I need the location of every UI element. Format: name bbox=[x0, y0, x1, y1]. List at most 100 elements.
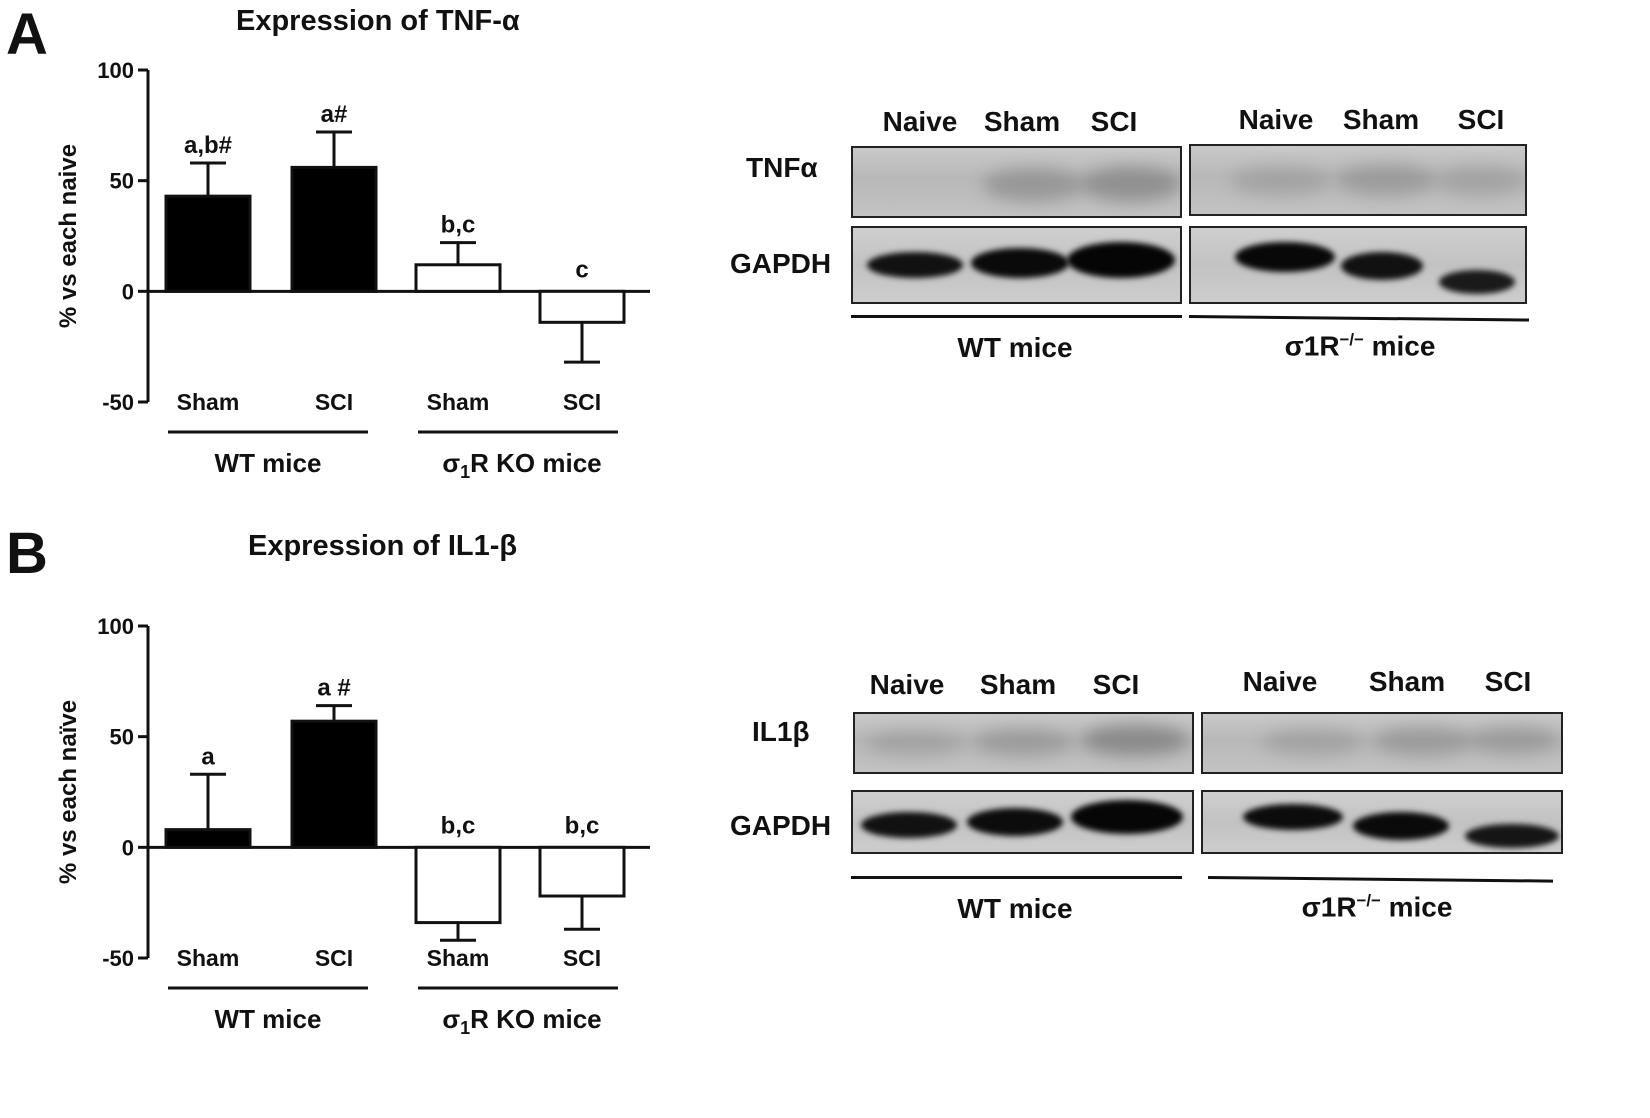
band bbox=[1071, 800, 1183, 834]
il1b-band-strip-ko bbox=[1201, 712, 1563, 774]
bar-chart-a: 100 50 0 -50 % vs each naive a,b# Sham a# SCI b,c… bbox=[55, 58, 650, 482]
group-label-wt-a: WT mice bbox=[957, 332, 1073, 363]
tnf-band-strip-ko bbox=[1189, 144, 1527, 216]
ko-label-sup: −/− bbox=[1339, 330, 1364, 349]
band bbox=[1341, 252, 1423, 280]
bar bbox=[538, 845, 626, 898]
y-tick-label: 100 bbox=[97, 58, 134, 83]
group-underline-ko-b bbox=[1207, 876, 1553, 883]
group-label: σ1R KO mice bbox=[442, 1004, 601, 1038]
y-tick-label: 0 bbox=[122, 279, 134, 304]
lane-label-wt-naive: Naive bbox=[869, 669, 945, 700]
lane-label-wt-naive: Naive bbox=[882, 106, 958, 137]
band bbox=[1465, 824, 1559, 848]
lane-label-ko-sci: SCI bbox=[1457, 104, 1505, 135]
band bbox=[867, 252, 963, 278]
lane-label-ko-sham: Sham bbox=[1342, 104, 1420, 135]
ko-label-text: σ1R bbox=[1284, 330, 1340, 362]
lane-label-ko-naive: Naive bbox=[1238, 104, 1314, 135]
x-tick-label: SCI bbox=[315, 389, 353, 415]
protein-label-il1b: IL1β bbox=[752, 716, 810, 747]
lane-label-ko-naive: Naive bbox=[1242, 666, 1318, 697]
group-label-wt-b: WT mice bbox=[957, 893, 1073, 924]
x-tick-label: Sham bbox=[427, 389, 490, 415]
gapdh-band-strip-ko-a bbox=[1189, 226, 1527, 304]
lane-label-wt-sci: SCI bbox=[1090, 106, 1138, 137]
bar bbox=[414, 263, 502, 293]
gapdh-band-strip-ko-b bbox=[1201, 790, 1563, 854]
panel-letter-a: A bbox=[6, 2, 48, 67]
ko-label-post: mice bbox=[1380, 891, 1453, 923]
bar-chart-b: 100 50 0 -50 % vs each naïve a Sham a # SCI b,c Sh… bbox=[55, 614, 650, 1038]
x-tick-label: Sham bbox=[177, 389, 240, 415]
data-label: b,c bbox=[565, 812, 600, 839]
ko-label-text: σ1R bbox=[1301, 891, 1357, 923]
band bbox=[1373, 726, 1473, 756]
y-tick-label: 0 bbox=[122, 835, 134, 860]
gapdh-band-strip-wt-a bbox=[851, 226, 1182, 304]
bar bbox=[290, 165, 378, 293]
band bbox=[1081, 724, 1189, 756]
bar bbox=[538, 289, 626, 324]
y-axis-label: % vs each naive bbox=[55, 144, 82, 328]
il1b-band-strip-wt bbox=[853, 712, 1194, 774]
band bbox=[967, 808, 1063, 836]
gapdh-band-strip-wt-b bbox=[851, 790, 1194, 854]
band bbox=[861, 812, 957, 838]
tnf-band-strip-wt bbox=[851, 146, 1182, 218]
y-tick-label: 100 bbox=[97, 614, 134, 639]
x-tick-label: SCI bbox=[315, 945, 353, 971]
band bbox=[1469, 726, 1559, 754]
bar bbox=[290, 719, 378, 849]
band bbox=[971, 248, 1069, 278]
lane-label-wt-sham: Sham bbox=[979, 669, 1057, 700]
band bbox=[1353, 812, 1449, 840]
panel-letter-b: B bbox=[6, 521, 48, 586]
band bbox=[1436, 166, 1525, 196]
lane-label-ko-sham: Sham bbox=[1368, 666, 1446, 697]
band bbox=[983, 168, 1083, 202]
chart-title-b: Expression of IL1-β bbox=[248, 530, 518, 562]
data-label: b,c bbox=[441, 212, 476, 239]
control-label-gapdh-a: GAPDH bbox=[730, 248, 832, 279]
data-label: c bbox=[575, 256, 588, 283]
western-blot-a: Naive Sham SCI Naive Sham SCI TNFα GAPDH… bbox=[730, 104, 1529, 363]
y-tick-label: 50 bbox=[110, 725, 134, 750]
band bbox=[865, 730, 965, 756]
group-label: σ1R KO mice bbox=[442, 448, 601, 482]
band bbox=[1263, 728, 1363, 756]
band bbox=[1081, 166, 1180, 202]
bar bbox=[414, 845, 502, 925]
data-label: a # bbox=[317, 675, 350, 702]
data-label: a bbox=[201, 743, 215, 770]
band bbox=[1243, 804, 1343, 830]
control-label-gapdh-b: GAPDH bbox=[730, 810, 832, 841]
group-label-ko-b: σ1R−/− mice bbox=[1302, 891, 1453, 923]
y-tick-label: -50 bbox=[102, 390, 134, 415]
y-axis-label: % vs each naïve bbox=[55, 700, 82, 884]
group-label: WT mice bbox=[215, 448, 322, 478]
group-underline-wt-a bbox=[851, 315, 1182, 318]
protein-label-tnf: TNFα bbox=[746, 152, 818, 183]
band bbox=[1067, 242, 1175, 278]
band bbox=[1235, 242, 1335, 272]
band bbox=[973, 728, 1073, 756]
lane-label-ko-sci: SCI bbox=[1484, 666, 1532, 697]
x-tick-label: Sham bbox=[427, 945, 490, 971]
ko-label-sup: −/− bbox=[1356, 891, 1381, 910]
x-tick-label: SCI bbox=[563, 945, 601, 971]
data-label: b,c bbox=[441, 812, 476, 839]
y-tick-label: 50 bbox=[110, 169, 134, 194]
x-tick-label: Sham bbox=[177, 945, 240, 971]
chart-title-a: Expression of TNF-α bbox=[236, 5, 520, 37]
lane-label-wt-sci: SCI bbox=[1092, 669, 1140, 700]
band bbox=[1439, 270, 1515, 294]
group-label-ko-a: σ1R−/− mice bbox=[1285, 330, 1436, 362]
band bbox=[1231, 166, 1331, 196]
data-label: a# bbox=[321, 101, 348, 128]
ko-label-post: mice bbox=[1363, 330, 1436, 362]
band bbox=[1336, 164, 1436, 196]
y-tick-label: -50 bbox=[102, 946, 134, 971]
x-tick-label: SCI bbox=[563, 389, 601, 415]
